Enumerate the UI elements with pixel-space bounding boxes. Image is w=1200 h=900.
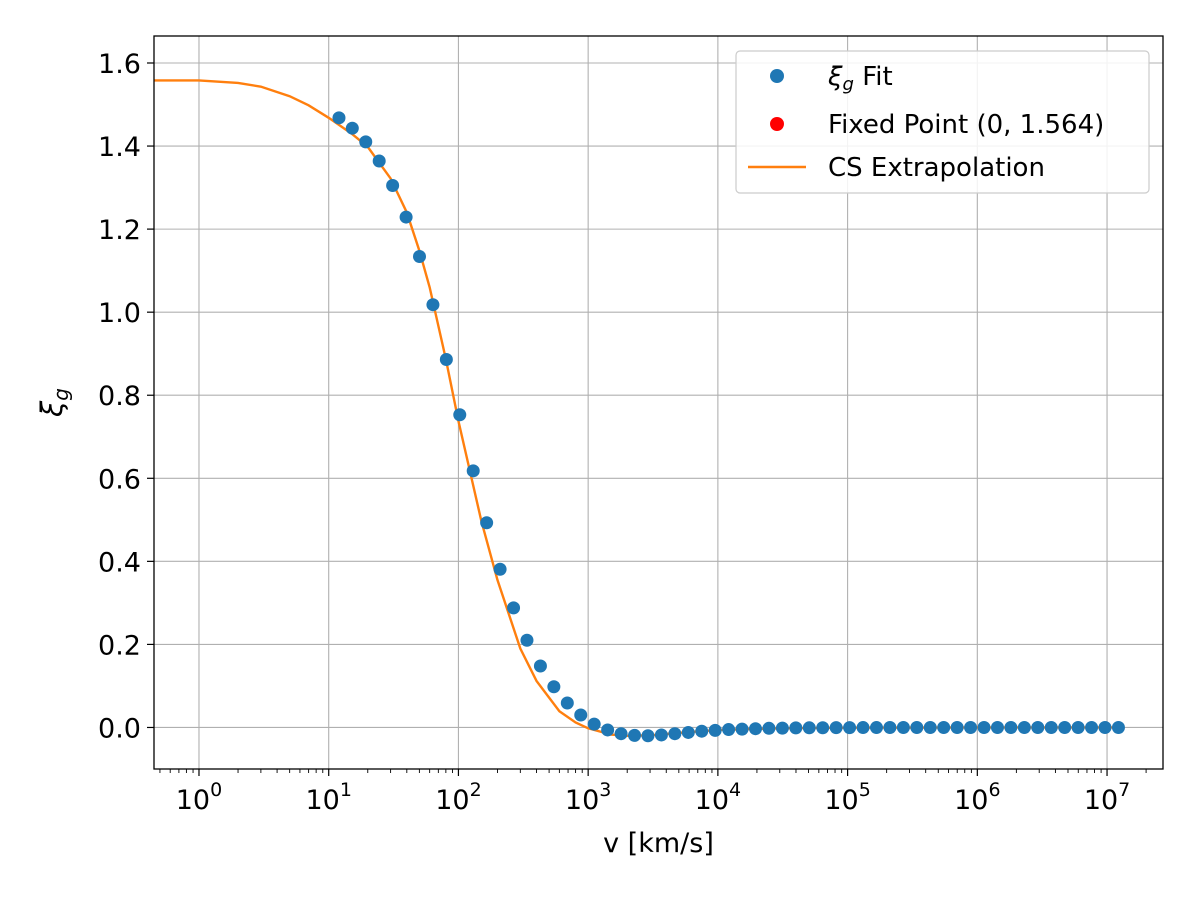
data-point — [547, 680, 561, 694]
x-tick-label: 101 — [305, 779, 351, 816]
data-point — [641, 729, 655, 743]
axes-frame — [153, 35, 1164, 770]
y-tick-label: 0.4 — [98, 547, 141, 578]
data-point — [654, 728, 668, 742]
data-point — [1004, 720, 1018, 734]
data-point — [453, 408, 467, 422]
x-tick-label: 107 — [1084, 779, 1130, 816]
data-point — [1098, 720, 1112, 734]
y-tick-label: 1.0 — [98, 298, 141, 329]
y-axis-label: ξg — [35, 388, 73, 418]
data-point — [359, 135, 373, 149]
legend-label: CS Extrapolation — [828, 153, 1045, 183]
data-point — [789, 721, 803, 735]
data-point — [345, 121, 359, 135]
data-point — [1111, 720, 1125, 734]
legend: ξg Fit Fixed Point (0, 1.564) CS Extrapola… — [735, 50, 1150, 194]
data-point — [869, 721, 883, 735]
data-point — [386, 179, 400, 193]
data-point — [439, 353, 453, 367]
legend-dot-marker — [770, 69, 784, 83]
x-tick-label: 100 — [176, 779, 222, 816]
data-point — [722, 723, 736, 737]
data-point — [843, 721, 857, 735]
data-point — [628, 728, 642, 742]
data-point — [332, 111, 346, 125]
data-point — [775, 721, 789, 735]
data-point — [372, 154, 386, 168]
data-point — [1058, 720, 1072, 734]
y-axis-label-subscript: g — [49, 388, 73, 401]
data-point — [399, 210, 413, 224]
data-point — [574, 708, 588, 722]
data-point — [923, 720, 937, 734]
data-point — [1044, 720, 1058, 734]
data-point — [493, 562, 507, 576]
x-tick-label: 103 — [565, 779, 611, 816]
x-tick-label: 102 — [435, 779, 481, 816]
y-tick-label: 0.2 — [98, 630, 141, 661]
data-point — [762, 721, 776, 735]
y-tick-label: 1.6 — [98, 49, 141, 80]
y-tick-label: 0.0 — [98, 713, 141, 744]
data-point — [937, 720, 951, 734]
data-point — [533, 659, 547, 673]
data-point — [1071, 720, 1085, 734]
data-point — [883, 721, 897, 735]
legend-dot-marker — [770, 117, 784, 131]
data-point — [507, 601, 521, 615]
data-point — [412, 250, 426, 264]
data-point — [910, 720, 924, 734]
y-tick-label: 0.6 — [98, 464, 141, 495]
y-tick-label: 1.4 — [98, 132, 141, 163]
data-point — [1085, 720, 1099, 734]
data-point — [560, 696, 574, 710]
legend-box — [735, 50, 1150, 194]
y-tick-label: 0.8 — [98, 381, 141, 412]
data-point — [587, 717, 601, 731]
data-point — [990, 720, 1004, 734]
ticks: 100 101 102 103 104 105 106 107 0.0 0.2 0.4 0.6 0.8 1… — [98, 49, 1147, 816]
data-point — [816, 721, 830, 735]
data-point — [1031, 720, 1045, 734]
data-point — [466, 464, 480, 478]
series-layer — [154, 79, 1125, 743]
data-point — [426, 298, 440, 312]
data-point — [1017, 720, 1031, 734]
data-point — [708, 723, 722, 737]
data-point — [977, 720, 991, 734]
legend-label: ξg Fit — [827, 62, 893, 95]
data-point — [695, 724, 709, 738]
data-point — [520, 633, 534, 647]
data-point — [896, 721, 910, 735]
data-point — [802, 721, 816, 735]
data-point — [856, 721, 870, 735]
x-tick-label: 104 — [695, 779, 741, 816]
x-tick-label: 105 — [824, 779, 870, 816]
data-point — [964, 720, 978, 734]
data-point — [614, 727, 628, 741]
data-point — [735, 722, 749, 736]
data-point — [950, 720, 964, 734]
data-point — [681, 725, 695, 739]
data-point — [480, 516, 494, 530]
legend-label: Fixed Point (0, 1.564) — [828, 110, 1104, 140]
x-axis-label: v [km/s] — [603, 828, 714, 859]
data-point — [668, 727, 682, 741]
x-tick-label: 106 — [954, 779, 1000, 816]
y-tick-label: 1.2 — [98, 215, 141, 246]
data-point — [829, 721, 843, 735]
data-point — [749, 722, 763, 736]
data-point — [601, 723, 615, 737]
y-axis-label-base: ξ — [35, 400, 69, 418]
